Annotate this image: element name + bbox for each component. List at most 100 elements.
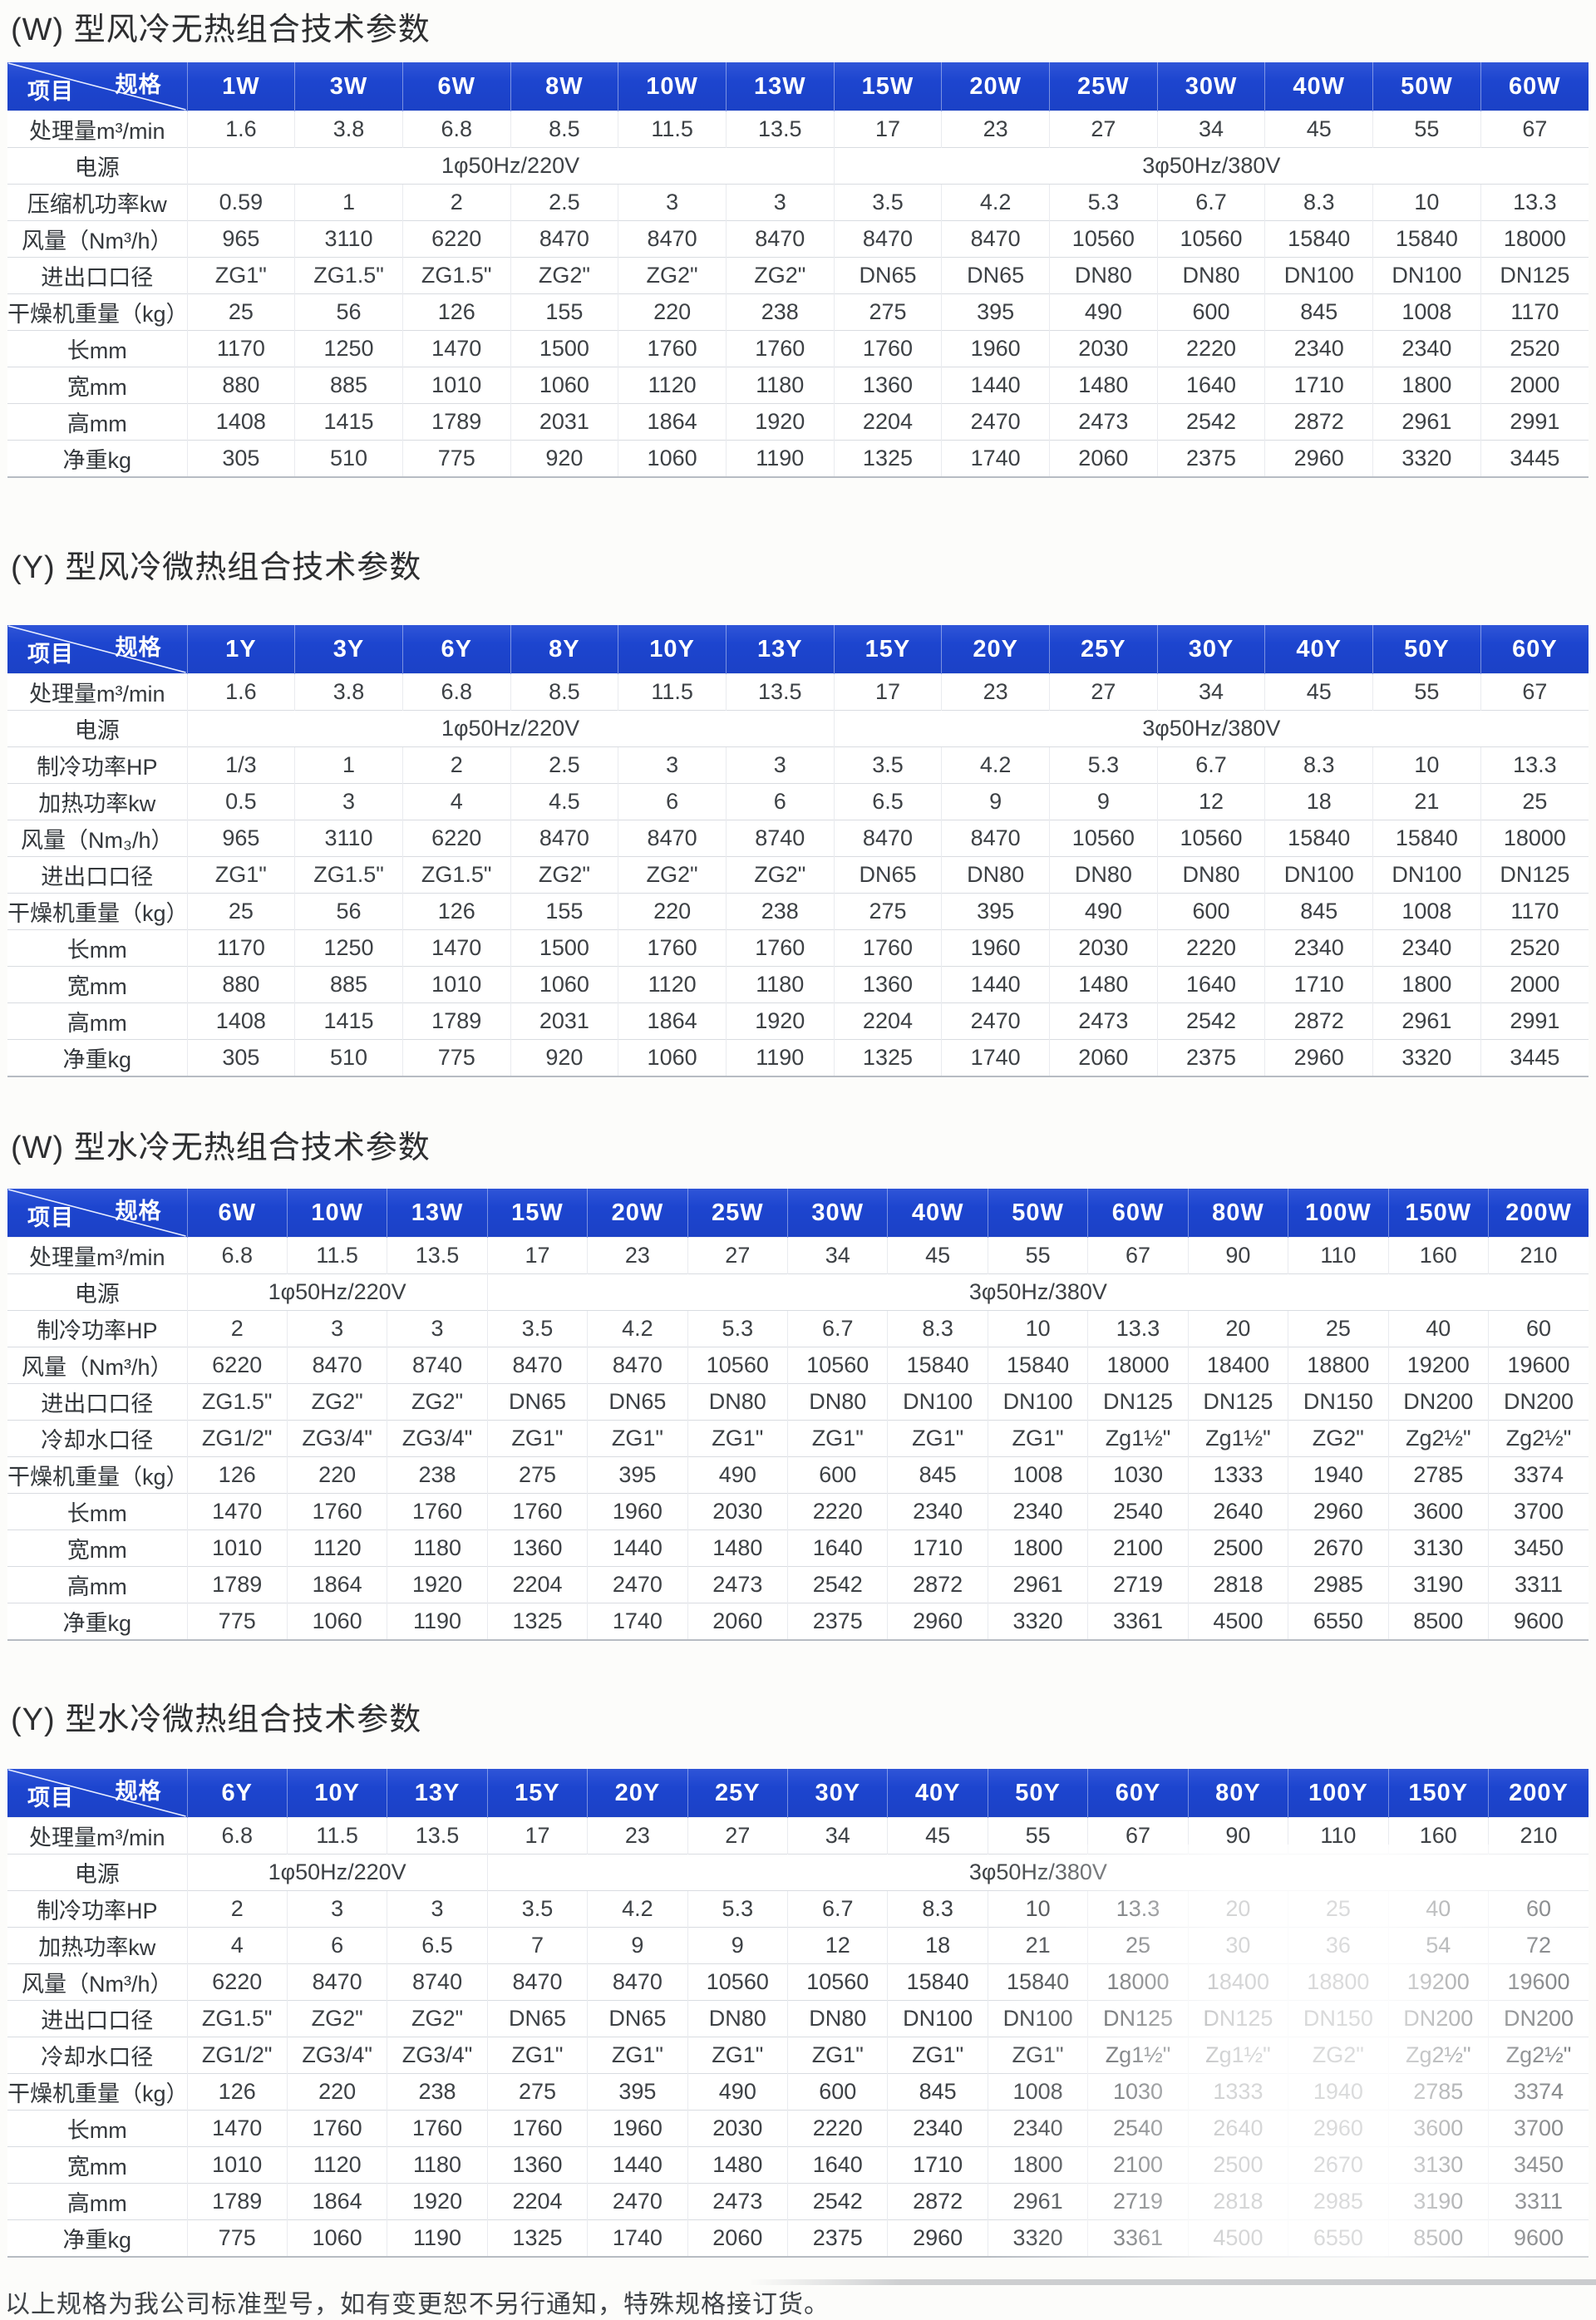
data-cell: 1120	[618, 966, 727, 1003]
data-cell: DN65	[941, 257, 1050, 294]
column-header: 13W	[725, 62, 835, 111]
data-cell: 5.3	[687, 1310, 788, 1347]
data-cell: 2640	[1187, 1493, 1288, 1530]
data-cell: 11.5	[286, 1817, 387, 1855]
table-row: 电源 1φ50Hz/220V 3φ50Hz/380V	[7, 147, 1589, 185]
data-cell: 10560	[787, 1963, 888, 2001]
data-cell: 2542	[1156, 1002, 1265, 1040]
data-cell: DN150	[1288, 2000, 1389, 2037]
data-cell: DN65	[486, 2000, 588, 2037]
data-cell: 8470	[941, 220, 1050, 258]
column-header: 1Y	[186, 625, 295, 674]
data-cell: 845	[1264, 893, 1373, 930]
data-cell: 8740	[387, 1963, 488, 2001]
column-header: 3Y	[294, 625, 403, 674]
data-cell: 1960	[941, 330, 1050, 367]
data-cell: 56	[294, 893, 403, 930]
data-cell: 4.2	[941, 746, 1050, 784]
data-cell: 1789	[401, 1002, 511, 1040]
corner-item-label: 项目	[27, 79, 74, 104]
data-cell: 2375	[787, 2219, 888, 2257]
data-cell: DN80	[687, 2000, 788, 2037]
column-header: 15Y	[833, 625, 942, 674]
header-row: 规格 项目 6Y 10Y 13Y 15Y 20Y 25Y 30Y 40Y 50Y 60Y 80Y 100Y…	[7, 1769, 1589, 1818]
column-header: 13W	[387, 1189, 488, 1238]
column-header: 13Y	[387, 1769, 488, 1818]
data-cell: 8470	[486, 1347, 588, 1384]
row-label: 净重kg	[7, 1603, 187, 1640]
data-cell: 3361	[1087, 1603, 1189, 1640]
data-cell: 2375	[1156, 1039, 1265, 1076]
data-cell: 2220	[787, 2110, 888, 2147]
data-cell: 13.3	[1480, 746, 1589, 784]
data-cell: 36	[1288, 1927, 1389, 1964]
data-cell: DN125	[1480, 856, 1589, 894]
data-cell: 1060	[286, 1603, 387, 1640]
data-cell: 1760	[486, 2110, 588, 2147]
data-cell: 1170	[1480, 293, 1589, 331]
data-cell: 2220	[1156, 330, 1265, 367]
data-cell: 2872	[1264, 403, 1373, 441]
data-cell: DN80	[787, 2000, 888, 2037]
data-cell: 1180	[387, 2146, 488, 2184]
table-row: 宽mm 1010 1120 1180 1360 1440 1480 1640 1710 1800 2…	[7, 2146, 1589, 2184]
data-cell: 1740	[941, 1039, 1050, 1076]
data-cell: 2985	[1288, 2183, 1389, 2220]
data-cell: DN65	[587, 1383, 688, 1421]
data-cell: 2.5	[510, 184, 618, 221]
data-cell: 2961	[1372, 1002, 1481, 1040]
data-cell: 395	[587, 1456, 688, 1494]
table-row: 净重kg 775 1060 1190 1325 1740 2060 2375 2960 3320 3…	[7, 2219, 1589, 2257]
column-header: 6Y	[186, 1769, 288, 1818]
data-cell: Zg2½"	[1487, 1420, 1589, 1457]
data-cell: 1010	[401, 966, 511, 1003]
data-cell: DN80	[941, 856, 1050, 894]
data-cell: DN100	[887, 1383, 988, 1421]
data-cell: 920	[510, 440, 618, 477]
data-cell: DN80	[1156, 257, 1265, 294]
data-cell: 8470	[486, 1963, 588, 2001]
data-cell: 1	[294, 746, 403, 784]
data-cell: 2961	[987, 1566, 1088, 1603]
data-cell: DN200	[1387, 2000, 1489, 2037]
data-cell: 5.3	[687, 1890, 788, 1928]
data-cell: DN65	[486, 1383, 588, 1421]
data-cell: 1740	[587, 2219, 688, 2257]
data-cell: 3450	[1487, 2146, 1589, 2184]
data-cell: 3.5	[486, 1890, 588, 1928]
data-cell: DN65	[587, 2000, 688, 2037]
table-row: 处理量m³/min 1.6 3.8 6.8 8.5 11.5 13.5 17 23 27 34 45 5…	[7, 673, 1589, 711]
data-cell: 2540	[1087, 1493, 1189, 1530]
column-header: 150W	[1387, 1189, 1489, 1238]
data-cell: 15840	[887, 1963, 988, 2001]
row-label: 处理量m³/min	[7, 111, 187, 148]
header-row: 规格 项目 1W 3W 6W 8W 10W 13W 15W 20W 25W 30W 40W 50W 60W	[7, 62, 1589, 111]
data-cell: 2961	[987, 2183, 1088, 2220]
data-cell: 1960	[587, 1493, 688, 1530]
data-cell: 1440	[941, 367, 1050, 404]
row-label: 进出口口径	[7, 257, 187, 294]
data-cell: 3700	[1487, 1493, 1589, 1530]
data-cell: ZG1.5"	[401, 856, 511, 894]
data-cell: 90	[1187, 1817, 1288, 1855]
data-cell: 3	[618, 184, 727, 221]
data-cell: 1789	[186, 1566, 288, 1603]
data-cell: 885	[294, 367, 403, 404]
data-cell: 1030	[1087, 2073, 1189, 2111]
corner-header-cell: 规格 项目	[7, 1769, 187, 1818]
data-cell: 40	[1387, 1310, 1489, 1347]
data-cell: ZG1"	[587, 2037, 688, 2074]
spec-table-4: 规格 项目 6Y 10Y 13Y 15Y 20Y 25Y 30Y 40Y 50Y 60Y 80Y 100Y…	[7, 1769, 1589, 2258]
data-cell: 1415	[294, 1002, 403, 1040]
column-header: 8W	[510, 62, 618, 111]
data-cell: 8740	[725, 820, 835, 857]
data-cell: 17	[486, 1817, 588, 1855]
data-cell: 920	[510, 1039, 618, 1076]
row-label: 宽mm	[7, 1529, 187, 1567]
data-cell: 3.8	[294, 673, 403, 711]
data-cell: 2060	[687, 1603, 788, 1640]
data-cell: 3445	[1480, 440, 1589, 477]
row-label: 制冷功率HP	[7, 746, 187, 784]
data-cell: 845	[887, 1456, 988, 1494]
data-cell: 2031	[510, 1002, 618, 1040]
